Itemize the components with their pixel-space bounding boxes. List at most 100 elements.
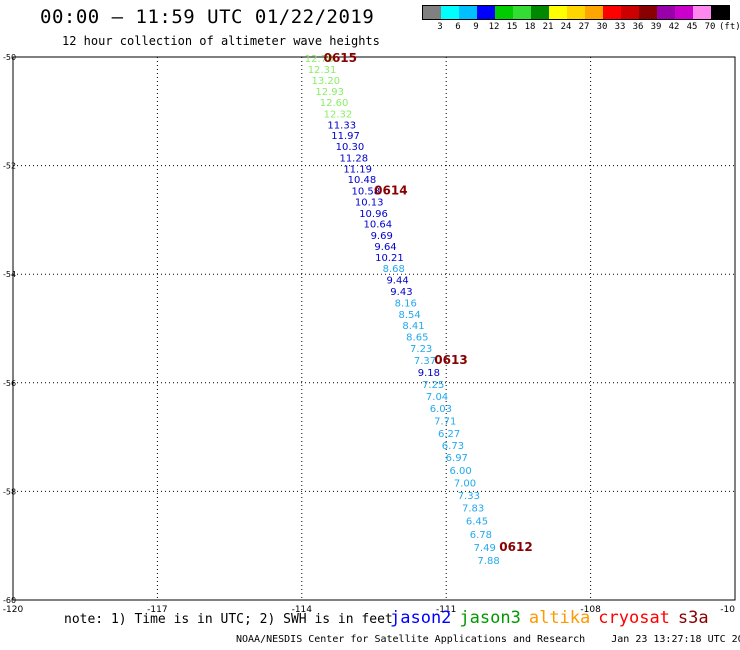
- x-tick-label: -108: [580, 605, 601, 615]
- wave-height-point: 12.93: [315, 87, 344, 98]
- color-swatch: [621, 6, 639, 19]
- wave-height-point: 11.19: [343, 164, 372, 175]
- chart-title: 00:00 – 11:59 UTC 01/22/2019: [40, 6, 375, 28]
- color-scale-label: 45: [686, 22, 698, 32]
- legend-jason2: jason2: [390, 608, 452, 628]
- wave-height-point: 6.73: [442, 441, 464, 452]
- color-swatch: [657, 6, 675, 19]
- color-swatch: [549, 6, 567, 19]
- wave-height-point: 10.96: [359, 209, 388, 220]
- wave-height-point: 9.64: [374, 242, 396, 253]
- color-scale-label: 6: [455, 22, 461, 32]
- wave-height-point: 11.97: [331, 131, 360, 142]
- color-scale-label: 70: [704, 22, 716, 32]
- wave-height-point: 8.54: [398, 310, 420, 321]
- color-swatch: [441, 6, 459, 19]
- y-tick-label: -52: [3, 162, 16, 171]
- wave-height-point: 7.23: [410, 344, 432, 355]
- wave-height-point: 7.00: [454, 479, 476, 490]
- wave-height-point: 7.25: [422, 380, 444, 391]
- color-scale-label: 33: [614, 22, 626, 32]
- wave-height-point: 10.21: [375, 253, 404, 264]
- legend-jason3: jason3: [459, 608, 521, 628]
- color-swatch: [711, 6, 729, 19]
- wave-height-point: 6.03: [430, 404, 452, 415]
- wave-height-point: 6.97: [446, 453, 468, 464]
- x-tick-label: -10: [720, 605, 735, 615]
- wave-height-point: 11.28: [339, 153, 368, 164]
- wave-height-point: 7.49: [474, 543, 496, 554]
- pass-time-labels: 0615 0614 0613 0612: [324, 51, 533, 554]
- wave-height-point: 8.41: [402, 321, 424, 332]
- legend-altika: altika: [528, 608, 591, 628]
- y-tick-label: -50: [3, 53, 16, 62]
- color-swatch: [495, 6, 513, 19]
- color-swatch: [585, 6, 603, 19]
- color-scale-label: 30: [596, 22, 608, 32]
- color-scale-label: 24: [560, 22, 572, 32]
- x-tick-label: -111: [436, 605, 456, 615]
- grid-lines: [13, 57, 735, 600]
- units-note: note: 1) Time is in UTC; 2) SWH is in fe…: [64, 612, 393, 627]
- wave-height-point: 7.33: [458, 491, 480, 502]
- wave-height-point: 8.68: [383, 264, 405, 275]
- x-tick-label: -120: [3, 605, 24, 615]
- wave-height-point: 6.78: [470, 530, 492, 541]
- color-scale-label: (ft): [719, 22, 740, 32]
- pass-time-label: 0614: [374, 184, 407, 198]
- wave-height-point: 10.48: [348, 175, 377, 186]
- plot-frame: [12, 56, 736, 601]
- color-swatch: [675, 6, 693, 19]
- chart-subtitle: 12 hour collection of altimeter wave hei…: [62, 34, 380, 48]
- color-scale-label: 12: [488, 22, 500, 32]
- wave-height-point: 12.76: [305, 54, 334, 65]
- wave-height-color-scale: 3 6 9 12 15 18 21 24 27 30 33 36 39 42 45 70 (ft): [422, 5, 740, 32]
- wave-height-point: 10.58: [351, 187, 380, 198]
- wave-height-point: 13.20: [312, 76, 341, 87]
- wave-height-point: 9.44: [386, 276, 408, 287]
- pass-time-label: 0612: [499, 540, 532, 554]
- wave-height-point: 12.60: [320, 98, 349, 109]
- color-swatch: [603, 6, 621, 19]
- wave-height-points: 12.7612.3113.2012.9312.6012.3211.3311.97…: [305, 54, 500, 567]
- wave-height-point: 9.69: [371, 231, 393, 242]
- wave-height-point: 12.31: [308, 65, 337, 76]
- y-tick-label: -54: [3, 270, 16, 279]
- wave-height-point: 9.43: [390, 287, 412, 298]
- wave-height-point: 9.18: [418, 368, 440, 379]
- wave-height-point: 7.71: [434, 416, 456, 427]
- footer-timestamp: Jan 23 13:27:18 UTC 2019: [611, 634, 740, 645]
- color-swatch: [477, 6, 495, 19]
- color-scale-label: 39: [650, 22, 662, 32]
- color-swatch: [531, 6, 549, 19]
- y-tick-label: -56: [3, 379, 16, 388]
- wave-height-point: 6.45: [466, 517, 488, 528]
- legend-cryosat: cryosat: [598, 608, 670, 628]
- legend-s3a: s3a: [677, 608, 709, 628]
- color-scale-label: 42: [668, 22, 680, 32]
- color-swatch: [513, 6, 531, 19]
- color-scale-label: 3: [437, 22, 443, 32]
- wave-height-point: 7.88: [477, 556, 499, 567]
- axis-tick-labels: -120 -117 -114 -111 -108 -10 -50 -52 -54 -56 -58 -6…: [3, 53, 735, 615]
- color-scale-label: 36: [632, 22, 644, 32]
- x-tick-label: -117: [147, 605, 167, 615]
- wave-height-point: 6.00: [450, 466, 472, 477]
- wave-height-point: 10.30: [336, 142, 365, 153]
- footer-credit: NOAA/NESDIS Center for Satellite Applica…: [236, 634, 586, 645]
- footer: NOAA/NESDIS Center for Satellite Applica…: [236, 634, 740, 645]
- color-swatch: [423, 6, 441, 19]
- color-scale-label: 9: [473, 22, 479, 32]
- pass-time-label: 0613: [434, 353, 467, 367]
- satellite-legend: jason2 jason3 altika cryosat s3a: [390, 608, 717, 628]
- wave-height-point: 12.32: [324, 109, 353, 120]
- color-scale-label: 21: [542, 22, 554, 32]
- wave-height-point: 6.27: [438, 429, 460, 440]
- pass-time-label: 0615: [324, 51, 357, 65]
- color-scale-label: 15: [506, 22, 518, 32]
- color-swatch: [567, 6, 585, 19]
- color-swatch: [639, 6, 657, 19]
- color-scale-labels: 3 6 9 12 15 18 21 24 27 30 33 36 39 42 45 70 (ft): [422, 20, 740, 32]
- x-tick-label: -114: [292, 605, 313, 615]
